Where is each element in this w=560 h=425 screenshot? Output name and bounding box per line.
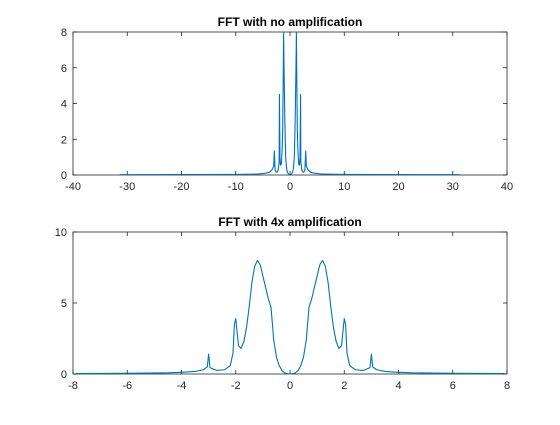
bottom-x-tick-label: 8 [504,380,510,392]
top-y-tick-label: 0 [61,170,67,182]
bottom-x-tick-label: -8 [68,380,78,392]
bottom-x-tick-label: -6 [122,380,132,392]
top-y-tick-label: 6 [61,63,67,75]
bottom-chart-title: FFT with 4x amplification [218,215,361,229]
top-chart-title: FFT with no amplification [218,15,363,29]
top-x-tick-label: -40 [65,181,81,193]
top-x-tick-label: -10 [228,181,244,193]
top-plot-frame [72,31,508,176]
bottom-x-tick-label: 6 [450,380,456,392]
bottom-x-tick-label: 2 [341,380,347,392]
top-axes: -40 -30 -20 -10 0 10 20 30 40 0 2 4 6 8 FFT with no am… [61,15,513,193]
bottom-x-tick-label: -4 [177,380,187,392]
top-x-tick-label: -30 [119,181,135,193]
top-x-tick-label: -20 [174,181,190,193]
top-y-tick-label: 8 [61,27,67,39]
top-x-tick-label: 40 [501,181,513,193]
top-x-tick-label: 20 [392,181,404,193]
top-x-tick-label: 0 [287,181,293,193]
bottom-y-tick-label: 10 [55,227,67,239]
bottom-x-tick-label: -2 [231,380,241,392]
bottom-plot-frame [72,231,508,375]
top-y-tick-label: 4 [61,99,67,111]
top-y-tick-label: 2 [61,134,67,146]
top-x-tick-label: 10 [338,181,350,193]
bottom-fft-series-line [75,259,505,375]
bottom-axes: -8 -6 -4 -2 0 2 4 6 8 0 5 10 FFT with 4x amplificati… [55,215,510,392]
bottom-x-tick-label: 4 [395,380,401,392]
bottom-y-tick-label: 5 [61,298,67,310]
top-x-tick-label: 30 [447,181,459,193]
bottom-y-tick-label: 0 [61,369,67,381]
bottom-x-tick-label: 0 [287,380,293,392]
top-fft-series-line [119,31,461,176]
